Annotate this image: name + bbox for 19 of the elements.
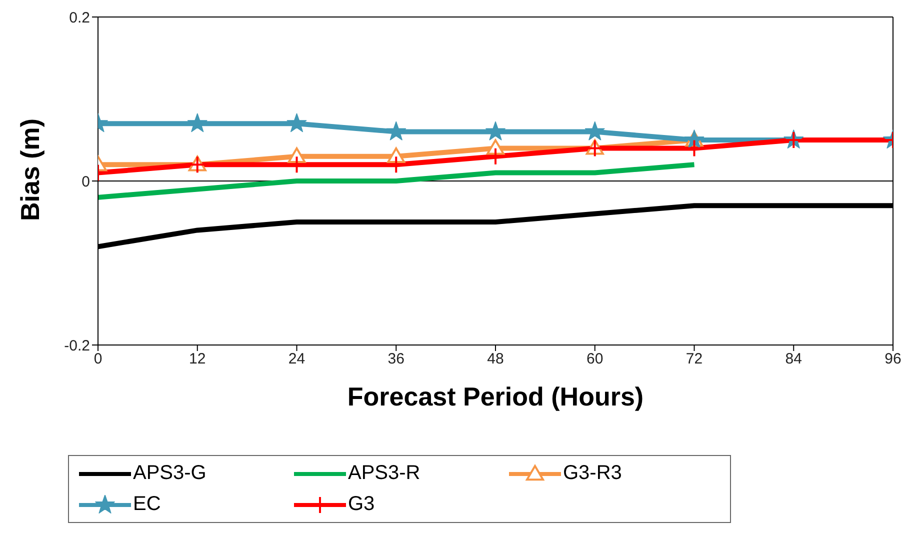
x-tick-label: 36 — [388, 350, 404, 368]
y-tick-label: 0 — [82, 173, 90, 190]
legend-label: EC — [133, 493, 161, 516]
legend-label: G3-R3 — [563, 462, 622, 485]
x-tick-label: 72 — [686, 350, 703, 368]
x-tick-label: 0 — [94, 350, 102, 368]
legend-label: G3 — [348, 493, 375, 516]
x-tick-label: 24 — [288, 350, 306, 368]
x-tick-label: 60 — [586, 350, 604, 368]
x-axis-title: Forecast Period (Hours) — [347, 381, 644, 412]
x-tick-label: 48 — [487, 350, 504, 368]
x-tick-label: 96 — [884, 350, 902, 368]
y-tick-label: -0.2 — [64, 337, 90, 354]
x-tick-label: 84 — [785, 350, 802, 368]
legend-label: APS3-G — [133, 462, 206, 485]
y-axis-title: Bias (m) — [15, 118, 46, 221]
y-tick-label: 0.2 — [69, 9, 90, 26]
x-tick-label: 12 — [189, 350, 206, 368]
legend-label: APS3-R — [348, 462, 420, 485]
